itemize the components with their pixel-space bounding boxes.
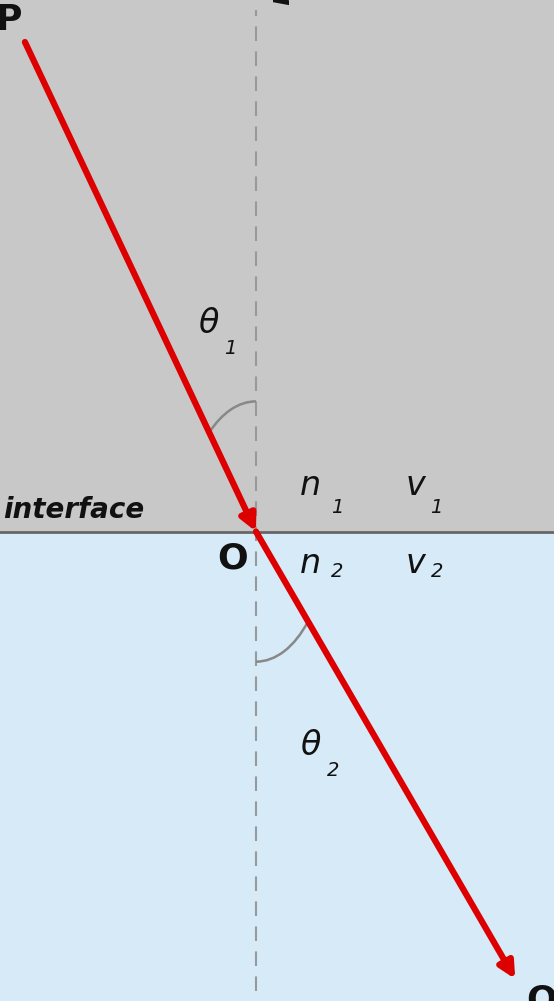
Bar xyxy=(0,532,554,1001)
Text: θ: θ xyxy=(198,306,219,339)
Text: 2: 2 xyxy=(326,761,339,780)
Text: 2: 2 xyxy=(430,562,443,581)
Text: normal: normal xyxy=(267,0,295,5)
Text: 2: 2 xyxy=(331,562,343,581)
Text: n: n xyxy=(300,468,321,502)
Text: Q: Q xyxy=(526,984,554,1001)
Text: O: O xyxy=(217,542,248,576)
Bar xyxy=(0,0,554,532)
Text: interface: interface xyxy=(3,495,144,524)
Text: 1: 1 xyxy=(430,497,443,517)
Text: 1: 1 xyxy=(331,497,343,517)
Text: θ: θ xyxy=(300,729,321,762)
Text: 1: 1 xyxy=(224,338,237,357)
Text: v: v xyxy=(406,468,425,502)
Text: n: n xyxy=(300,547,321,580)
Text: v: v xyxy=(406,547,425,580)
Text: P: P xyxy=(0,3,22,37)
